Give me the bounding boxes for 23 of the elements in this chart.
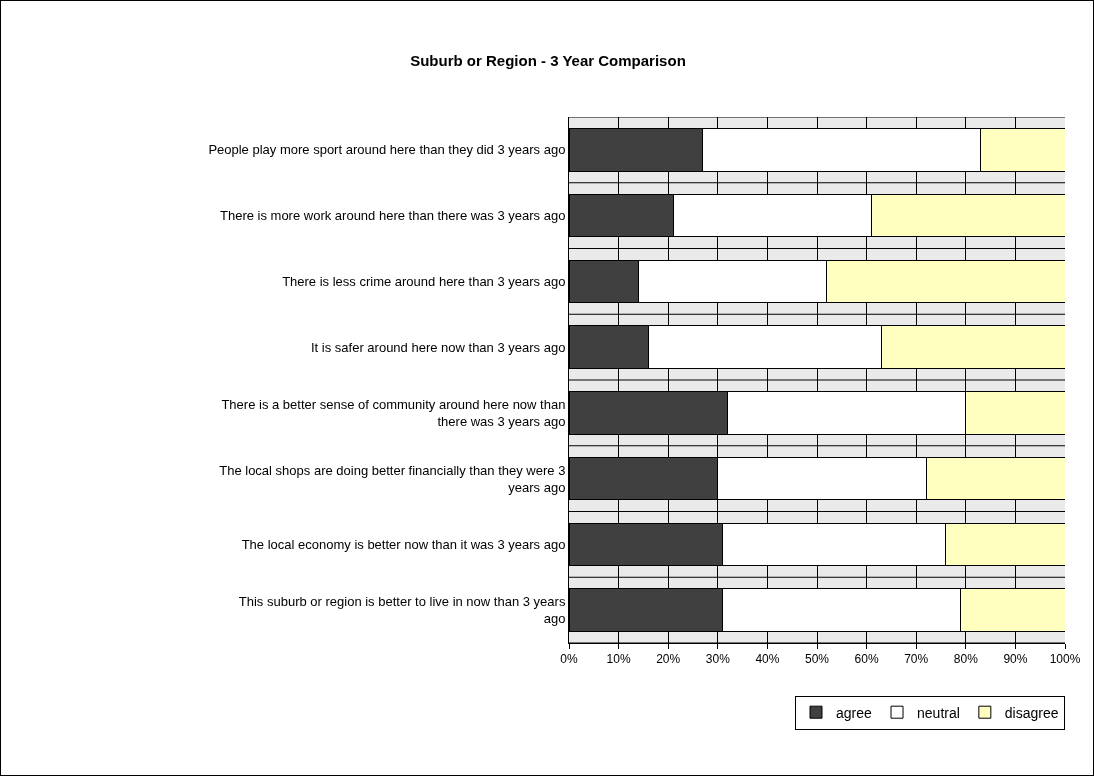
x-tick-label: 10% <box>606 652 631 667</box>
chart-title: Suburb or Region - 3 Year Comparison <box>410 51 686 69</box>
x-tick-label: 100% <box>1049 652 1081 667</box>
x-tick-label: 20% <box>656 652 681 667</box>
x-tick-label: 0% <box>560 652 578 667</box>
x-tick-label: 90% <box>1003 652 1028 667</box>
x-tick-label: 50% <box>804 652 830 667</box>
legend-label: neutral <box>917 704 960 721</box>
y-tick-label: People play more sport around here than they did 3 years ago <box>208 142 566 158</box>
x-tick-label: 80% <box>953 652 979 667</box>
y-tick-label: There is less crime around here than 3 years ago <box>282 273 566 289</box>
y-tick-label: This suburb or region is better to live in now than 3 years ago <box>238 594 566 627</box>
legend-label: disagree <box>1004 704 1059 721</box>
y-tick-label: The local economy is better now than it was 3 years ago <box>241 536 566 552</box>
x-tick-label: 30% <box>705 652 731 667</box>
x-tick-label: 60% <box>854 652 879 667</box>
y-tick-label: It is safer around here now than 3 years ago <box>311 339 566 355</box>
legend-label: agree <box>836 704 873 721</box>
x-tick-label: 40% <box>755 652 780 667</box>
y-tick-label: There is a better sense of community around here now than there was 3 years ago <box>221 396 566 429</box>
y-tick-label: There is more work around here than there was 3 years ago <box>219 208 566 224</box>
x-tick-label: 70% <box>904 652 929 667</box>
y-tick-label: The local shops are doing better financially than they were 3 years ago <box>219 462 566 495</box>
